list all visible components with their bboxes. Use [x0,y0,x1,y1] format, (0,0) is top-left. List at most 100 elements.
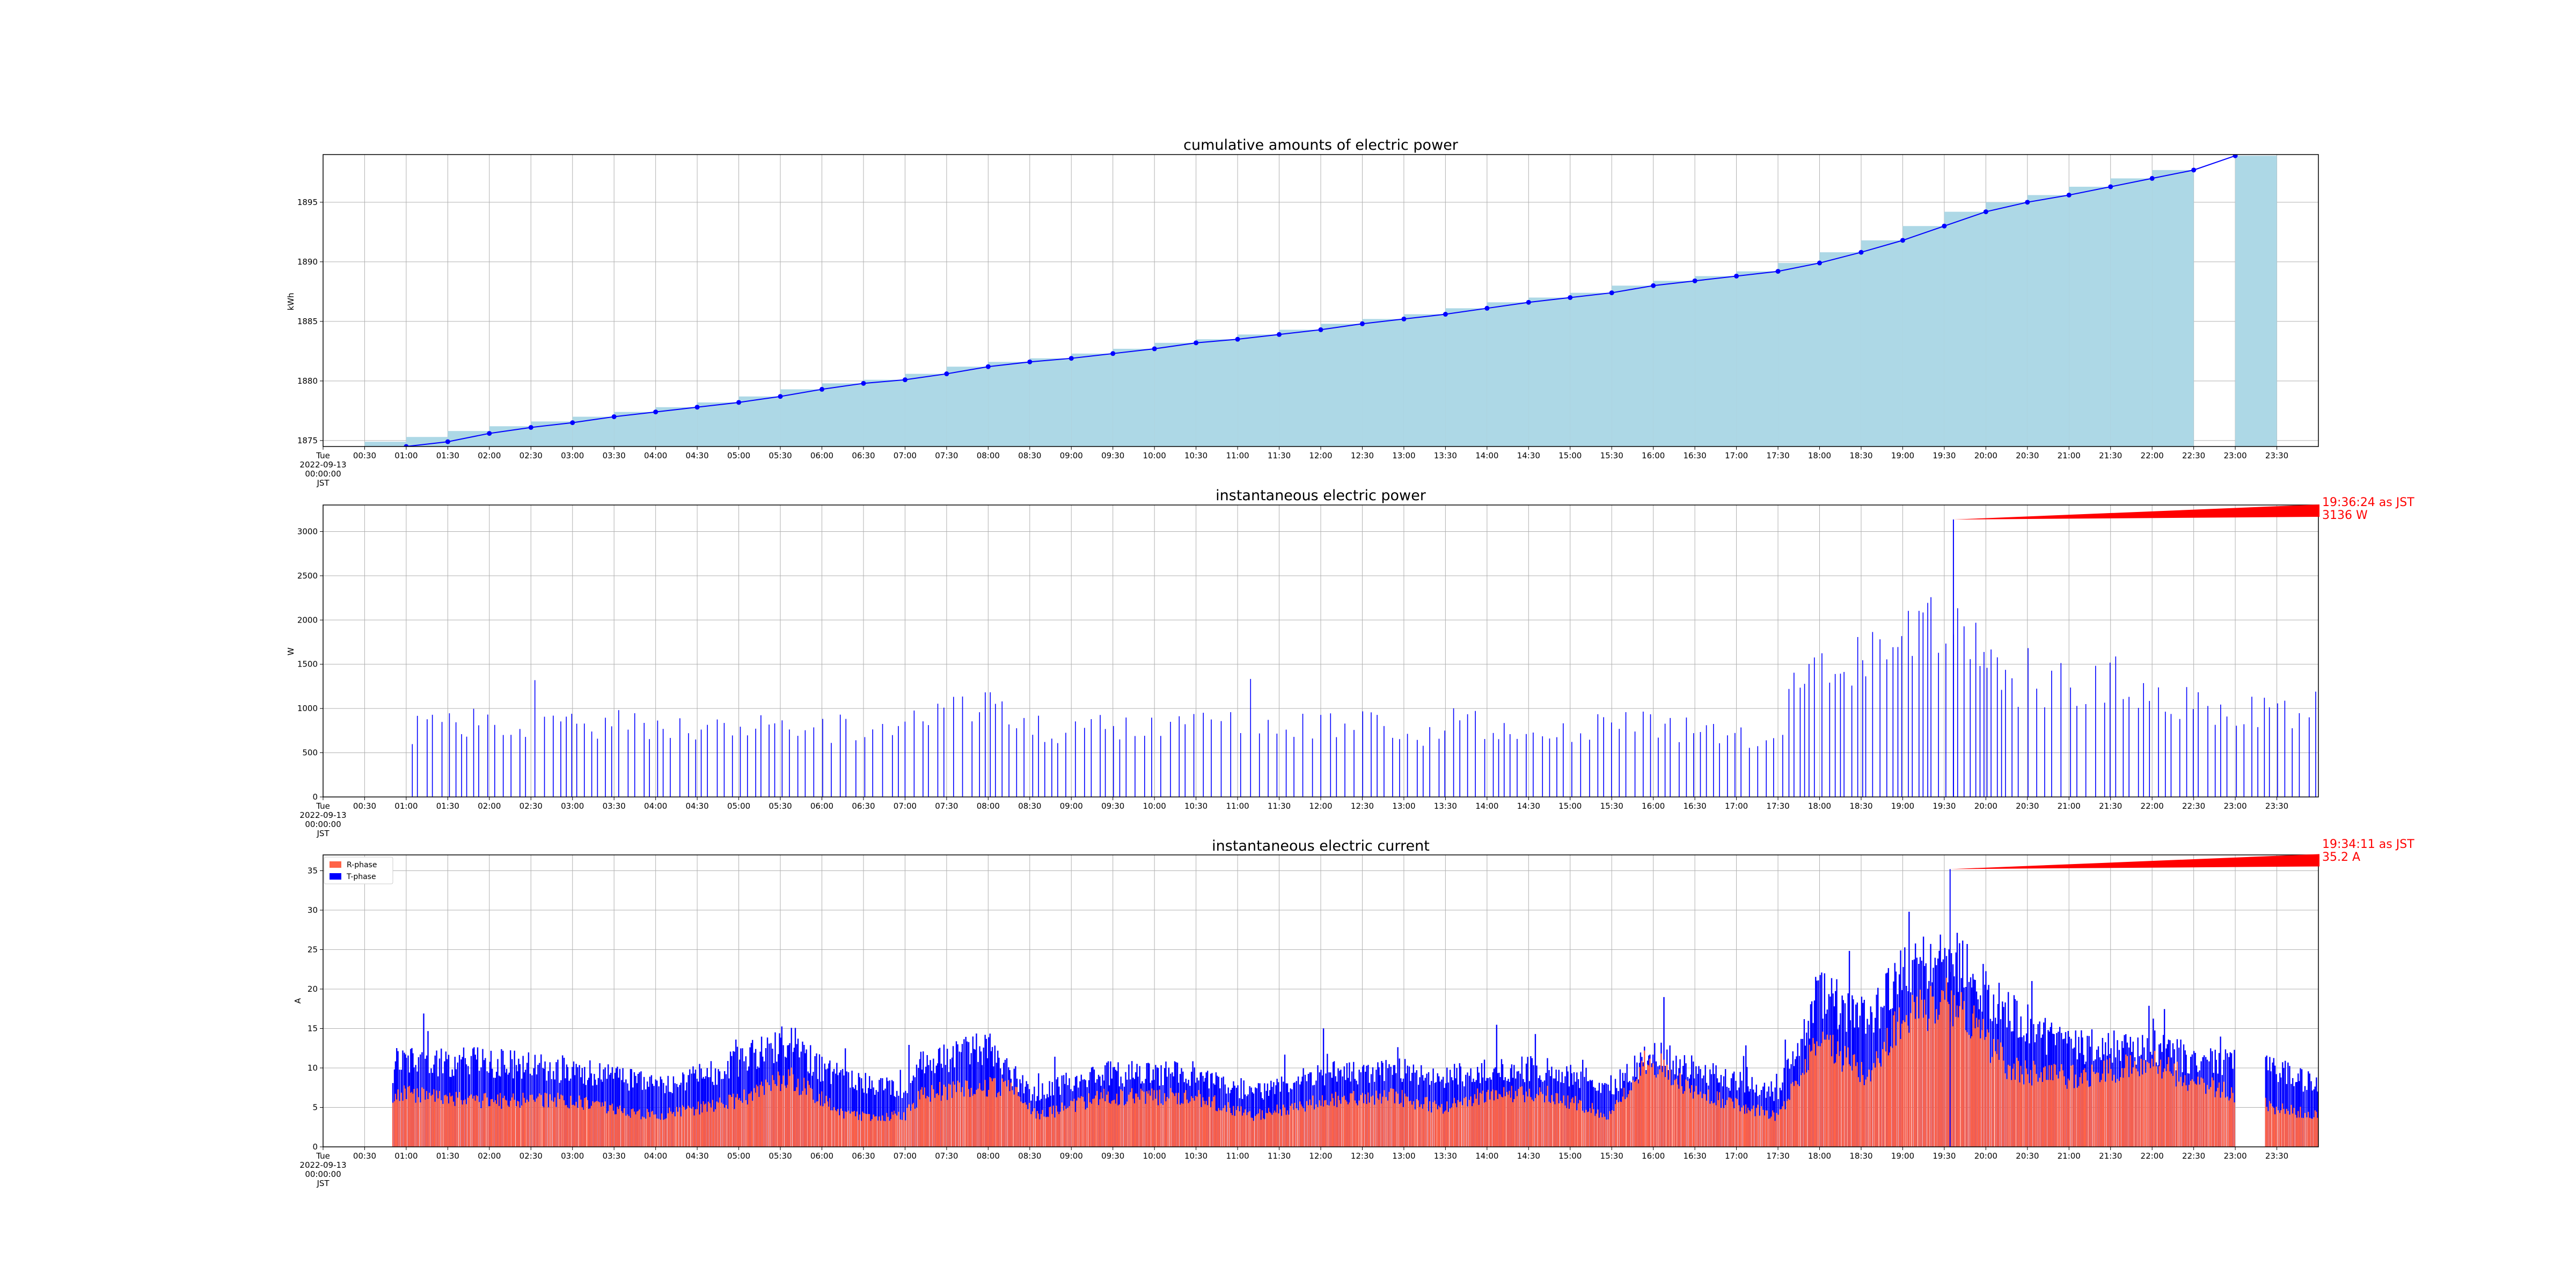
x-first-tick-label: 00:00:00 [305,469,341,479]
cumulative-bar [2027,195,2069,447]
cumulative-point [445,439,450,444]
x-tick-label: 09:30 [1101,1151,1124,1161]
cumulative-bar [1279,330,1321,447]
x-tick-label: 23:30 [2265,801,2288,811]
cumulative-bar [531,421,573,447]
x-tick-label: 15:00 [1558,1151,1582,1161]
x-tick-label: 02:00 [478,1151,501,1161]
y-tick-label: 500 [302,748,318,758]
current-plot-area: 0 5 10 15 20 25 30 35 00:30 01:00 01:30 02:00 02:30 0… [299,854,2319,1188]
x-tick-label: 10:00 [1143,801,1166,811]
current-chart-title: instantaneous electric current [1212,838,1430,854]
x-first-tick-label: Tue [316,801,330,811]
cumulative-point [1359,321,1365,326]
x-tick-label: 05:00 [727,1151,750,1161]
cumulative-point [1027,359,1033,364]
x-tick-label: 14:30 [1517,1151,1540,1161]
power-chart-title: instantaneous electric power [1216,487,1426,504]
x-tick-label: 00:30 [353,1151,376,1161]
cumulative-point [1734,273,1739,279]
x-tick-label: 17:30 [1766,451,1789,460]
cumulative-bar [863,379,905,447]
cumulative-point [1983,209,1988,215]
cumulative-bar [1861,240,1903,447]
x-first-tick-label: 2022-09-13 [299,810,346,820]
cumulative-point [2233,155,2238,158]
cumulative-bar [364,442,406,447]
x-tick-label: 19:00 [1891,1151,1914,1161]
cumulative-point [1858,250,1864,255]
cumulative-bar [1321,324,1363,447]
x-tick-label: 14:00 [1475,801,1498,811]
cumulative-point [570,420,575,426]
x-tick-label: 05:30 [769,801,792,811]
cumulative-bar [1653,281,1695,447]
x-tick-label: 08:30 [1018,801,1041,811]
cumulative-point [1692,278,1697,283]
cumulative-bar [988,362,1030,447]
data-marks [364,155,2277,447]
x-tick-label: 18:30 [1849,451,1872,460]
x-tick-label: 20:00 [1974,451,1997,460]
power-panel: instantaneous electric power W 0 500 1000 1… [286,487,2414,838]
x-tick-label: 13:00 [1392,451,1415,460]
cumulative-bar [614,412,656,447]
cumulative-point [944,371,949,377]
x-tick-label: 01:30 [436,801,459,811]
x-first-tick-label: JST [316,478,330,488]
current-panel: instantaneous electric current A 0 5 10 15 2… [293,838,2414,1188]
x-tick-label: 20:00 [1974,1151,1997,1161]
x-tick-label: 05:00 [727,451,750,460]
x-tick-label: 15:00 [1558,801,1582,811]
x-tick-label: 09:00 [1060,451,1083,460]
cumulative-bar [1362,319,1404,447]
x-tick-label: 12:00 [1309,801,1332,811]
cumulative-bar [655,407,698,447]
x-tick-label: 05:30 [769,1151,792,1161]
current-annotation-arrow [1950,854,2319,869]
x-tick-label: 03:00 [561,451,584,460]
cumulative-bar [1778,263,1820,447]
x-tick-label: 06:00 [810,801,833,811]
y-tick-label: 5 [312,1102,318,1112]
data-marks [392,869,2318,1147]
x-tick-label: 14:00 [1475,1151,1498,1161]
power-annotation-arrow [1953,504,2319,520]
x-tick-label: 20:00 [1974,801,1997,811]
cumulative-point [528,425,533,430]
plot-frame [323,504,2319,797]
x-tick-label: 16:30 [1684,451,1707,460]
current-legend: R-phase T-phase [324,857,393,884]
plot-frame [323,854,2319,1147]
cumulative-plot-area: 1875 1880 1885 1890 1895 00:30 01:00 01:30 02:00… [297,154,2319,488]
y-tick-label: 2500 [297,571,318,581]
x-tick-label: 11:30 [1268,451,1291,460]
x-tick-label: 17:00 [1725,1151,1748,1161]
x-tick-label: 13:00 [1392,1151,1415,1161]
x-tick-label: 00:30 [353,451,376,460]
cumulative-point [404,444,409,447]
x-tick-label: 17:30 [1766,801,1789,811]
x-tick-label: 20:30 [2016,1151,2039,1161]
x-tick-label: 17:00 [1725,451,1748,460]
x-tick-label: 10:30 [1184,801,1208,811]
cumulative-point [694,405,700,410]
cumulative-point [2191,167,2197,173]
x-tick-label: 13:30 [1434,801,1457,811]
x-tick-label: 15:30 [1600,451,1623,460]
x-tick-label: 23:00 [2223,1151,2246,1161]
cumulative-bar [1238,334,1279,447]
cumulative-point [902,377,908,383]
x-tick-label: 02:30 [519,1151,543,1161]
cumulative-bar [1029,358,1072,447]
x-tick-label: 07:30 [935,451,958,460]
x-tick-label: 21:30 [2099,1151,2122,1161]
x-tick-label: 08:30 [1018,1151,1041,1161]
x-tick-label: 21:00 [2058,1151,2081,1161]
x-tick-label: 01:00 [394,451,418,460]
x-tick-label: 00:30 [353,801,376,811]
data-marks [412,519,2316,797]
cumulative-point [1651,283,1656,288]
x-tick-label: 13:00 [1392,801,1415,811]
x-tick-label: 17:00 [1725,801,1748,811]
